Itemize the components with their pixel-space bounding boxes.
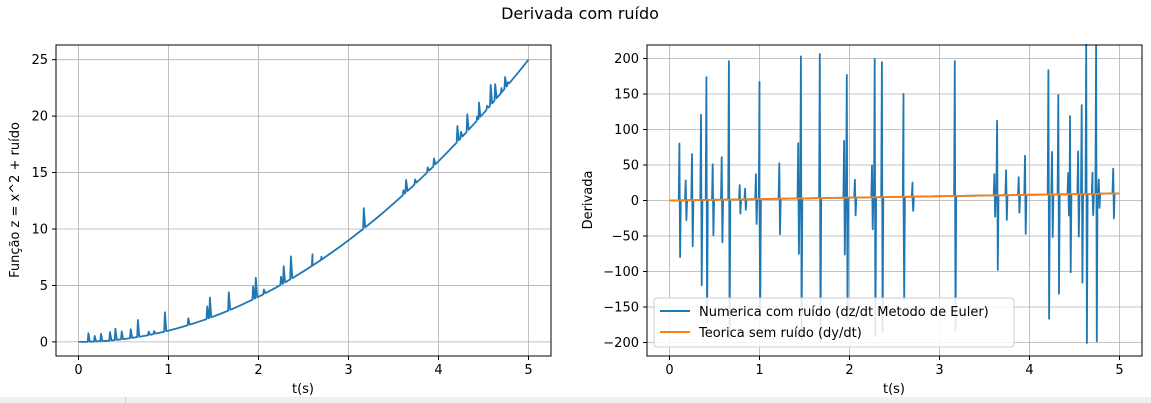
x-tick-label: 4 bbox=[1025, 363, 1033, 378]
right-chart-x-ticks: 0 1 2 3 4 5 bbox=[665, 356, 1124, 378]
legend-label-teorica: Teorica sem ruído (dy/dt) bbox=[698, 326, 862, 341]
x-tick-label: 3 bbox=[935, 363, 943, 378]
x-tick-label: 1 bbox=[755, 363, 763, 378]
series-line bbox=[669, 192, 1120, 202]
y-tick-label: −50 bbox=[612, 230, 639, 245]
y-tick-label: 50 bbox=[622, 158, 639, 173]
series-line bbox=[78, 59, 530, 343]
left-chart-y-ticks: 0 5 10 15 20 25 bbox=[31, 53, 56, 350]
y-tick-label: 5 bbox=[40, 279, 48, 294]
x-tick-label: 5 bbox=[524, 363, 532, 378]
x-tick-label: 0 bbox=[74, 363, 82, 378]
left-chart-frame bbox=[55, 44, 552, 357]
y-tick-label: −100 bbox=[603, 265, 639, 280]
bottom-toolbar-strip bbox=[0, 397, 1151, 403]
x-tick-label: 5 bbox=[1115, 363, 1123, 378]
y-tick-label: 20 bbox=[31, 110, 48, 125]
y-tick-label: 0 bbox=[40, 335, 48, 350]
y-tick-label: 150 bbox=[614, 87, 639, 102]
x-tick-label: 3 bbox=[344, 363, 352, 378]
x-tick-label: 2 bbox=[845, 363, 853, 378]
left-chart-x-ticks: 0 1 2 3 4 5 bbox=[74, 356, 533, 378]
right-chart-data bbox=[669, 43, 1120, 344]
y-tick-label: 200 bbox=[614, 52, 639, 67]
legend-label-numerica: Numerica com ruído (dz/dt Metodo de Eule… bbox=[699, 305, 989, 320]
right-chart-y-ticks: −200 −150 −100 −50 0 50 100 150 200 bbox=[603, 52, 647, 351]
y-tick-label: −150 bbox=[603, 301, 639, 316]
right-chart-legend: Numerica com ruído (dz/dt Metodo de Eule… bbox=[653, 297, 1015, 348]
right-chart-x-axis-label: t(s) bbox=[883, 382, 905, 397]
left-chart-x-axis-label: t(s) bbox=[292, 382, 314, 397]
y-tick-label: 0 bbox=[631, 194, 639, 209]
left-chart: 0 1 2 3 4 5 0 5 10 15 20 25 t(s) Função z = x^2 + … bbox=[8, 44, 552, 397]
series-line bbox=[669, 43, 1120, 344]
toolbar-divider bbox=[125, 397, 126, 403]
left-chart-grid bbox=[56, 45, 551, 356]
y-tick-label: 15 bbox=[31, 166, 48, 181]
right-chart-y-axis-label: Derivada bbox=[581, 171, 596, 230]
left-chart-data bbox=[78, 59, 530, 343]
y-tick-label: 25 bbox=[31, 53, 48, 68]
figure-suptitle: Derivada com ruído bbox=[501, 4, 659, 23]
x-tick-label: 4 bbox=[434, 363, 442, 378]
y-tick-label: 100 bbox=[614, 123, 639, 138]
left-chart-y-axis-label: Função z = x^2 + ruído bbox=[8, 122, 23, 278]
y-tick-label: 10 bbox=[31, 223, 48, 238]
legend-box bbox=[653, 297, 1015, 348]
y-tick-label: −200 bbox=[603, 336, 639, 351]
x-tick-label: 0 bbox=[665, 363, 673, 378]
x-tick-label: 1 bbox=[164, 363, 172, 378]
x-tick-label: 2 bbox=[254, 363, 262, 378]
